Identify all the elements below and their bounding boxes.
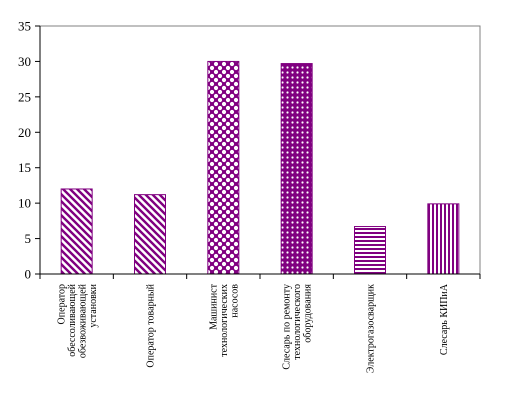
x-tick-label: Машинист технологических насосов bbox=[208, 283, 240, 356]
x-tick-label-line: Оператор товарный bbox=[146, 283, 157, 367]
bar bbox=[207, 60, 240, 275]
x-tick-label-line: Машинист bbox=[208, 283, 219, 330]
bars bbox=[60, 60, 460, 275]
y-axis: 0 5 10 15 20 25 30 35 bbox=[18, 19, 41, 282]
x-tick-label-line: Слесарь по ремонту bbox=[282, 284, 293, 370]
plot-area bbox=[39, 25, 481, 275]
y-tick-label: 5 bbox=[25, 231, 32, 246]
x-tick-label: Оператор обессоливающей обезвоживающей уста… bbox=[56, 283, 99, 358]
bar bbox=[427, 203, 460, 275]
y-tick-label: 0 bbox=[25, 267, 32, 282]
y-tick-label: 15 bbox=[18, 160, 31, 175]
x-tick-label-line: технологического bbox=[292, 284, 303, 360]
y-tick-label: 25 bbox=[18, 89, 31, 104]
x-tick-label: Слесарь по ремонту технологического оборуд… bbox=[282, 284, 314, 370]
y-tick-label: 20 bbox=[18, 125, 31, 140]
bar bbox=[134, 194, 166, 275]
x-tick-label-line: обессоливающей bbox=[67, 283, 78, 356]
x-tick-label-line: обезвоживающей bbox=[77, 283, 88, 358]
x-axis: Оператор обессоливающей обезвоживающей уста… bbox=[39, 273, 481, 373]
x-tick-label: Электрогазосварщик bbox=[366, 284, 377, 373]
x-tick-label-line: Электрогазосварщик bbox=[366, 284, 377, 373]
bar bbox=[280, 63, 313, 275]
y-tick-label: 35 bbox=[18, 19, 31, 34]
x-tick-label-line: установки bbox=[88, 283, 99, 327]
bar bbox=[354, 226, 386, 275]
x-tick-label-line: насосов bbox=[229, 284, 240, 318]
x-tick-label-line: технологических bbox=[219, 284, 230, 357]
x-tick-label-line: оборудования bbox=[303, 284, 314, 343]
bar bbox=[60, 188, 93, 275]
x-tick-label: Слесарь КИПиА bbox=[439, 283, 450, 355]
x-tick-label-line: Слесарь КИПиА bbox=[439, 283, 450, 355]
y-tick-label: 30 bbox=[18, 54, 31, 69]
plot-border bbox=[39, 25, 481, 275]
y-tick-label: 10 bbox=[18, 196, 31, 211]
x-tick-label-line: Оператор bbox=[56, 284, 67, 324]
x-tick-label: Оператор товарный bbox=[146, 283, 157, 367]
